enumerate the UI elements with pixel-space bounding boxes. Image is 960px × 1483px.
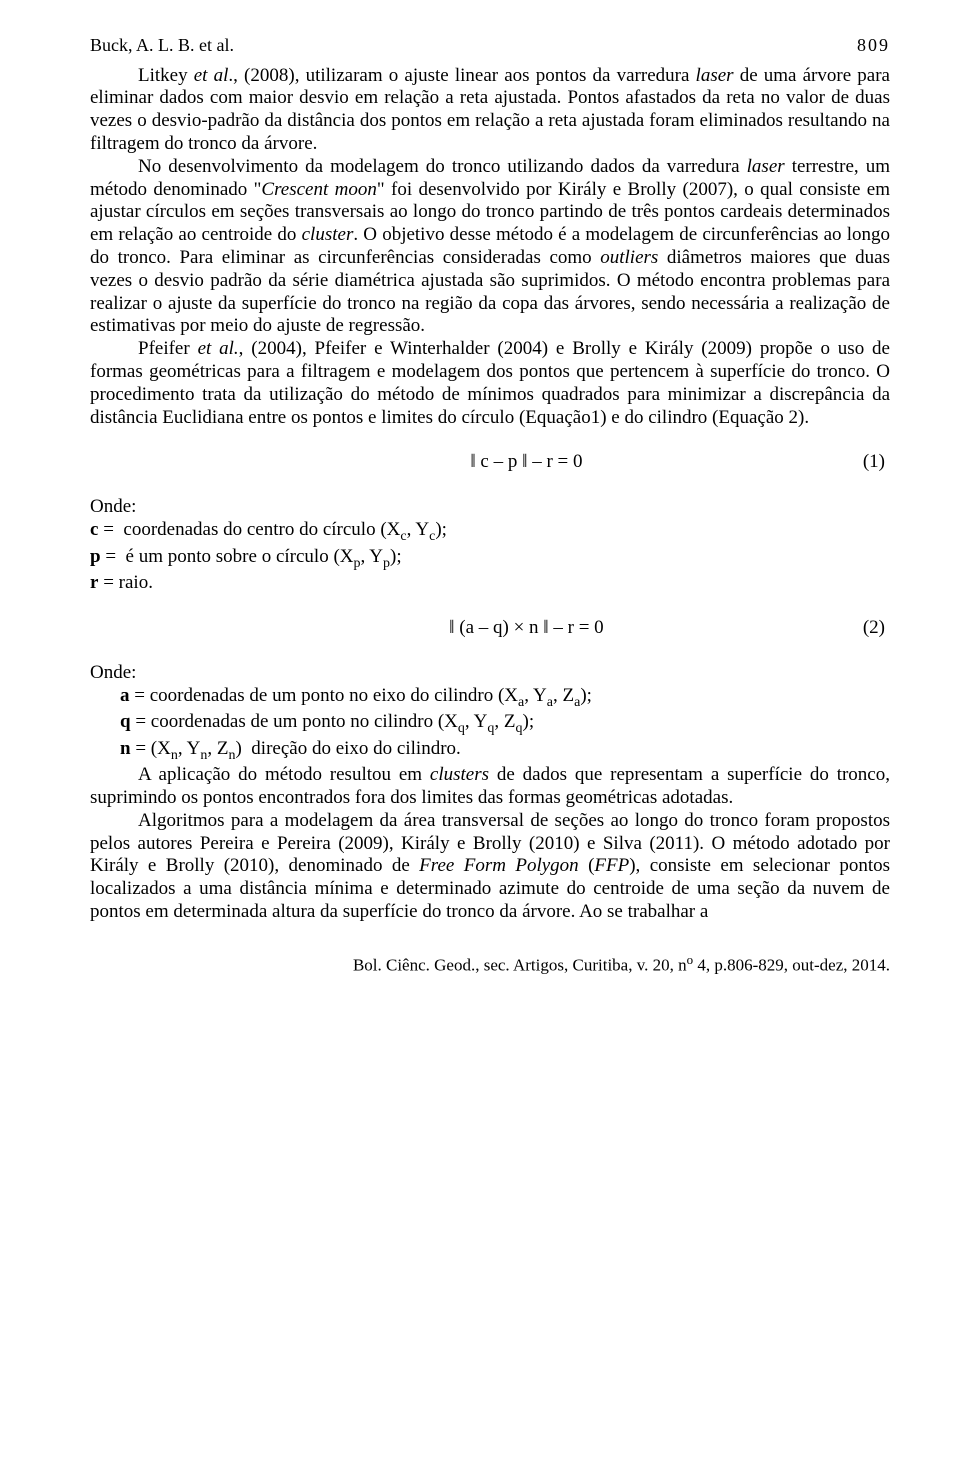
onde-label-1: Onde: — [90, 496, 890, 519]
page-header: Buck, A. L. B. et al. 809 — [90, 35, 890, 57]
def-a: a = coordenadas de um ponto no eixo do c… — [90, 685, 890, 712]
def-p: p = é um ponto sobre o círculo (Xp, Yp); — [90, 546, 890, 573]
definitions-block-1: Onde: c = coordenadas do centro do círcu… — [90, 496, 890, 595]
def-q: q = coordenadas de um ponto no cilindro … — [90, 711, 890, 738]
def-c: c = coordenadas do centro do círculo (Xc… — [90, 519, 890, 546]
page-footer: Bol. Ciênc. Geod., sec. Artigos, Curitib… — [90, 952, 890, 976]
definitions-block-2: Onde: a = coordenadas de um ponto no eix… — [90, 662, 890, 765]
onde-label-2: Onde: — [90, 662, 890, 685]
equation-2-row: ‖ (a – q) × n ‖ – r = 0 (2) — [90, 617, 890, 640]
paragraph-1: Litkey et al., (2008), utilizaram o ajus… — [90, 65, 890, 156]
equation-2-number: (2) — [863, 617, 890, 640]
header-author: Buck, A. L. B. et al. — [90, 35, 234, 57]
paragraph-2: No desenvolvimento da modelagem do tronc… — [90, 156, 890, 338]
paragraph-3: Pfeifer et al., (2004), Pfeifer e Winter… — [90, 338, 890, 429]
equation-1-number: (1) — [863, 451, 890, 474]
paragraph-5: Algoritmos para a modelagem da área tran… — [90, 810, 890, 924]
equation-2: ‖ (a – q) × n ‖ – r = 0 — [90, 617, 863, 640]
def-r: r = raio. — [90, 572, 890, 595]
header-page-number: 809 — [857, 35, 890, 57]
paragraph-4: A aplicação do método resultou em cluste… — [90, 764, 890, 810]
equation-1: ‖ c – p ‖ – r = 0 — [90, 451, 863, 474]
equation-1-row: ‖ c – p ‖ – r = 0 (1) — [90, 451, 890, 474]
def-n: n = (Xn, Yn, Zn) direção do eixo do cili… — [90, 738, 890, 765]
